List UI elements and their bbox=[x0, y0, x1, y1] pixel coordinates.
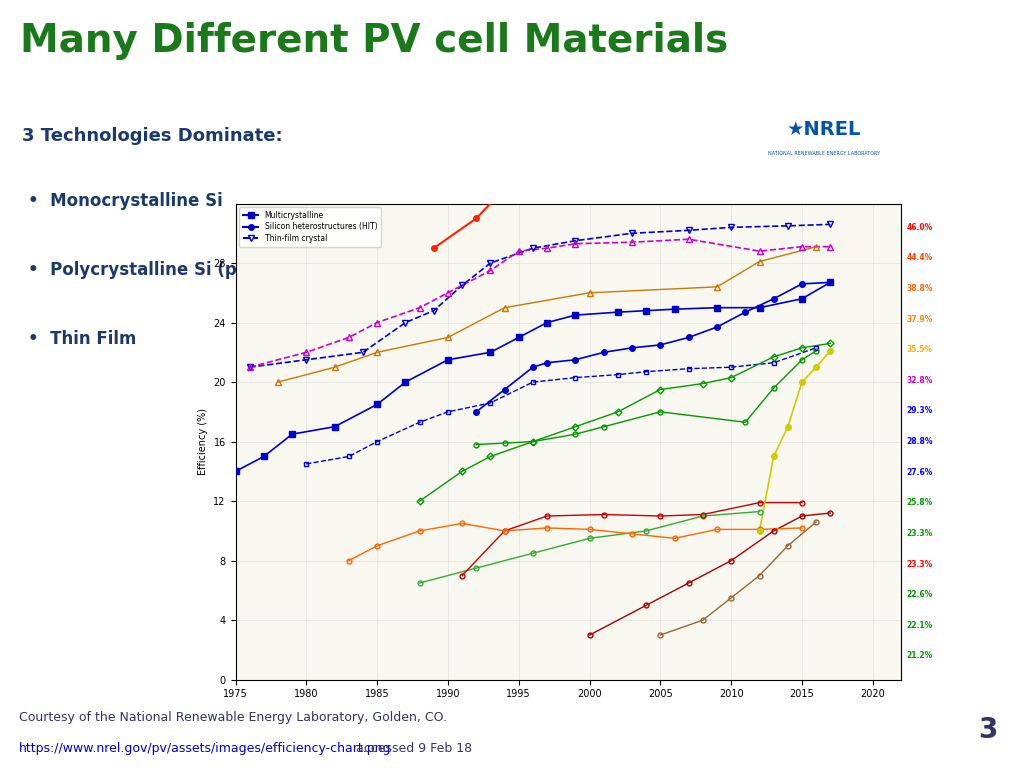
Text: 21.2%: 21.2% bbox=[907, 651, 933, 660]
Text: •  Polycrystalline Si (p-Si): • Polycrystalline Si (p-Si) bbox=[29, 261, 269, 279]
Text: 3 Technologies Dominate:: 3 Technologies Dominate: bbox=[22, 127, 283, 144]
Text: •  Thin Film: • Thin Film bbox=[29, 330, 136, 348]
Text: ★NREL: ★NREL bbox=[787, 120, 861, 138]
Text: 46.0%: 46.0% bbox=[907, 223, 933, 232]
Text: 29.3%: 29.3% bbox=[907, 406, 933, 415]
Text: 25.8%: 25.8% bbox=[907, 498, 933, 508]
Y-axis label: Efficiency (%): Efficiency (%) bbox=[198, 408, 208, 475]
Text: •  Monocrystalline Si: • Monocrystalline Si bbox=[29, 192, 223, 210]
Text: 37.9%: 37.9% bbox=[907, 315, 933, 323]
Text: 28.8%: 28.8% bbox=[907, 437, 933, 446]
Text: 3: 3 bbox=[979, 716, 997, 743]
Text: Many Different PV cell Materials: Many Different PV cell Materials bbox=[20, 22, 729, 61]
Text: 22.6%: 22.6% bbox=[907, 590, 933, 599]
Text: 44.4%: 44.4% bbox=[907, 253, 933, 263]
Legend: Multicrystalline, Silicon heterostructures (HIT), Thin-film crystal: Multicrystalline, Silicon heterostructur… bbox=[240, 207, 381, 247]
Text: 23.3%: 23.3% bbox=[907, 560, 933, 568]
Text: 27.6%: 27.6% bbox=[907, 468, 933, 477]
Text: accessed 9 Feb 18: accessed 9 Feb 18 bbox=[348, 742, 472, 755]
Text: https://www.nrel.gov/pv/assets/images/efficiency-chart.png: https://www.nrel.gov/pv/assets/images/ef… bbox=[19, 742, 392, 755]
Text: 38.8%: 38.8% bbox=[907, 284, 933, 293]
Text: 23.3%: 23.3% bbox=[907, 529, 933, 538]
Text: Courtesy of the National Renewable Energy Laboratory, Golden, CO.: Courtesy of the National Renewable Energ… bbox=[19, 711, 447, 724]
Text: 35.5%: 35.5% bbox=[907, 346, 933, 354]
Text: NATIONAL RENEWABLE ENERGY LABORATORY: NATIONAL RENEWABLE ENERGY LABORATORY bbox=[768, 151, 881, 156]
Text: 32.8%: 32.8% bbox=[907, 376, 933, 385]
Text: 22.1%: 22.1% bbox=[907, 621, 933, 630]
